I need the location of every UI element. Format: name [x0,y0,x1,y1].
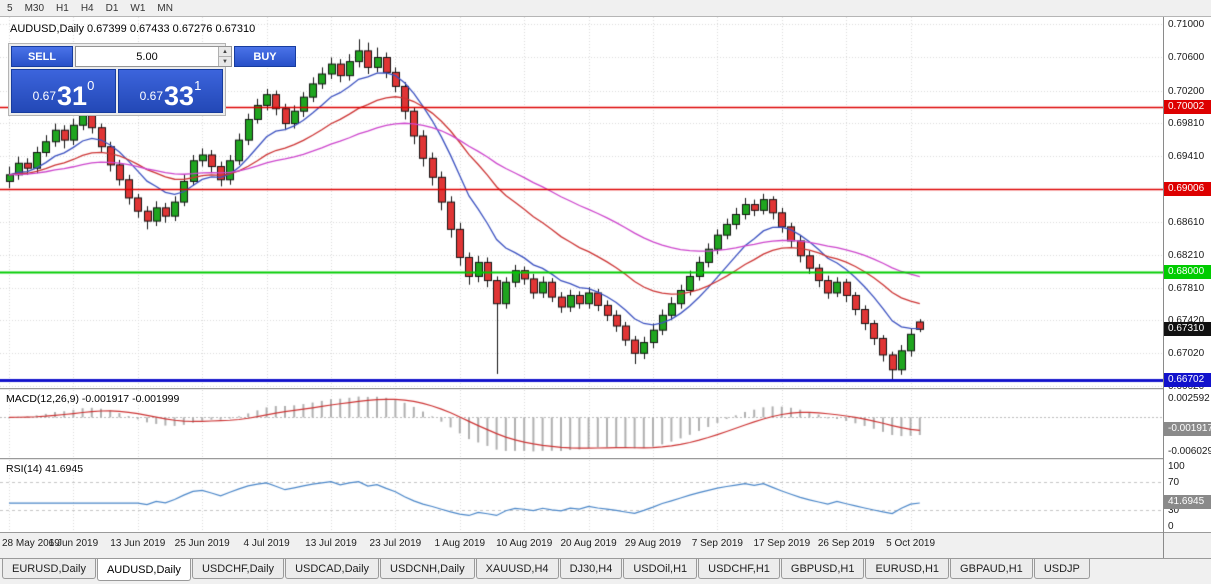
sell-price-prefix: 0.67 [32,89,57,103]
price-axis-label: 0.70600 [1168,52,1205,64]
volume-up-icon[interactable]: ▲ [219,47,231,57]
price-level-tag: 0.70002 [1164,99,1211,114]
buy-button[interactable]: BUY [234,46,296,67]
time-axis-label: 28 May 2019 [2,538,60,549]
price-axis-label: 0.70200 [1168,85,1205,97]
timeframe-toolbar: 5 M30 H1 H4 D1 W1 MN [0,0,1211,17]
chart-tab-usdcnh-daily[interactable]: USDCNH,Daily [380,559,475,579]
rsi-title: RSI(14) 41.6945 [6,463,84,475]
rsi-axis-label: 70 [1168,476,1180,488]
price-axis-label: 0.68210 [1168,249,1205,261]
chart-tabs-bar: EURUSD,Daily AUDUSD,Daily USDCHF,Daily USDC… [0,558,1211,584]
price-axis-label: 0.69810 [1168,117,1205,129]
macd-title: MACD(12,26,9) -0.001917 -0.001999 [6,393,180,405]
time-axis-label: 7 Sep 2019 [691,538,743,549]
time-axis-label: 5 Oct 2019 [886,538,936,549]
price-level-tag: 0.66702 [1164,372,1211,387]
macd-pane: MACD(12,26,9) -0.001917 -0.001999 [0,390,1163,458]
price-axis[interactable]: 0.71000 0.70600 0.70200 0.69810 0.69410 0.690… [1163,17,1211,558]
rsi-canvas[interactable] [0,460,1163,532]
chart-tab-usdchf-h1[interactable]: USDCHF,H1 [698,559,780,579]
price-level-tag: 0.68000 [1164,265,1211,280]
chart-title: AUDUSD,Daily 0.67399 0.67433 0.67276 0.6… [10,23,256,35]
chart-tab-audusd-daily[interactable]: AUDUSD,Daily [96,559,191,581]
macd-canvas[interactable] [0,390,1163,458]
timeframe-button-w1[interactable]: W1 [130,2,146,14]
rsi-pane: RSI(14) 41.6945 [0,460,1163,532]
macd-current-tag: -0.001917 [1164,422,1211,437]
timeframe-button-h1[interactable]: H1 [56,2,69,14]
pane-separator[interactable] [0,388,1163,390]
rsi-axis-label: 100 [1168,461,1185,472]
macd-axis-min-label: -0.006029 [1168,446,1211,457]
time-axis-label: 17 Sep 2019 [753,538,811,549]
rsi-current-tag: 41.6945 [1164,494,1211,509]
time-axis-label: 1 Aug 2019 [434,538,486,549]
time-axis-label: 23 Jul 2019 [369,538,422,549]
chart-panes: AUDUSD,Daily 0.67399 0.67433 0.67276 0.6… [0,17,1163,558]
time-axis-label: 4 Jul 2019 [243,538,290,549]
axis-corner [1164,532,1211,558]
chart-tab-xauusd-h4[interactable]: XAUUSD,H4 [475,559,559,579]
time-axis-label: 13 Jul 2019 [305,538,357,549]
sell-price-big: 31 [57,81,88,111]
sell-button[interactable]: SELL [11,46,73,67]
chart-tab-gbpaud-h1[interactable]: GBPAUD,H1 [950,559,1033,579]
sell-price-sup: 0 [87,78,95,93]
chart-tab-usdoil-h1[interactable]: USDOil,H1 [623,559,698,579]
volume-down-icon[interactable]: ▼ [219,57,231,66]
buy-price-display[interactable]: 0.67 33 1 [118,69,223,113]
price-axis-label: 0.66620 [1168,381,1205,393]
time-axis-label: 25 Jun 2019 [174,538,230,549]
timeframe-button-mn[interactable]: MN [157,2,173,14]
buy-price-sup: 1 [194,78,202,93]
time-axis-label: 29 Aug 2019 [624,538,682,549]
timeframe-button-m30[interactable]: M30 [24,2,45,14]
timeframe-button-5[interactable]: 5 [7,2,13,14]
time-axis-label: 13 Jun 2019 [110,538,166,549]
price-axis-label: 0.71000 [1168,19,1205,31]
timeframe-button-h4[interactable]: H4 [80,2,94,14]
chart-tab-usdjp[interactable]: USDJP [1033,559,1090,579]
time-axis-label: 20 Aug 2019 [560,538,617,549]
rsi-axis-label: 30 [1168,505,1180,517]
timeframe-button-d1[interactable]: D1 [105,2,119,14]
one-click-trading-panel: SELL ▲ ▼ BUY 0.67 31 [8,43,296,116]
chart-tab-usdchf-daily[interactable]: USDCHF,Daily [191,559,285,579]
time-axis-label: 26 Sep 2019 [817,538,875,549]
current-price-tag: 0.67310 [1164,322,1211,337]
sell-price-display[interactable]: 0.67 31 0 [11,69,116,113]
price-level-tag: 0.69006 [1164,182,1211,197]
chart-tab-eurusd-h1[interactable]: EURUSD,H1 [865,559,950,579]
price-pane: AUDUSD,Daily 0.67399 0.67433 0.67276 0.6… [0,17,1163,388]
chart-tab-gbpusd-h1[interactable]: GBPUSD,H1 [780,559,865,579]
time-axis[interactable]: 28 May 2019 6 Jun 2019 13 Jun 2019 25 Jun 2… [0,532,1163,558]
time-axis-label: 6 Jun 2019 [48,538,99,549]
rsi-axis-label: 0 [1168,521,1174,532]
price-axis-label: 0.67420 [1168,315,1205,327]
chart-tab-dj30-h4[interactable]: DJ30,H4 [559,559,623,579]
macd-axis-max-label: 0.002592 [1168,393,1210,404]
chart-region: AUDUSD,Daily 0.67399 0.67433 0.67276 0.6… [0,17,1211,558]
price-axis-label: 0.67020 [1168,348,1205,360]
chart-tab-eurusd-daily[interactable]: EURUSD,Daily [2,559,96,579]
time-axis-label: 10 Aug 2019 [496,538,553,549]
volume-spinner: ▲ ▼ [218,47,231,66]
chart-tab-usdcad-daily[interactable]: USDCAD,Daily [285,559,380,579]
price-axis-label: 0.69410 [1168,150,1205,162]
price-axis-label: 0.68610 [1168,216,1205,228]
volume-box: ▲ ▼ [75,46,232,67]
buy-price-big: 33 [164,81,195,111]
pane-separator[interactable] [0,458,1163,460]
volume-input[interactable] [76,47,218,66]
price-axis-label: 0.67810 [1168,283,1205,295]
buy-price-prefix: 0.67 [139,89,164,103]
